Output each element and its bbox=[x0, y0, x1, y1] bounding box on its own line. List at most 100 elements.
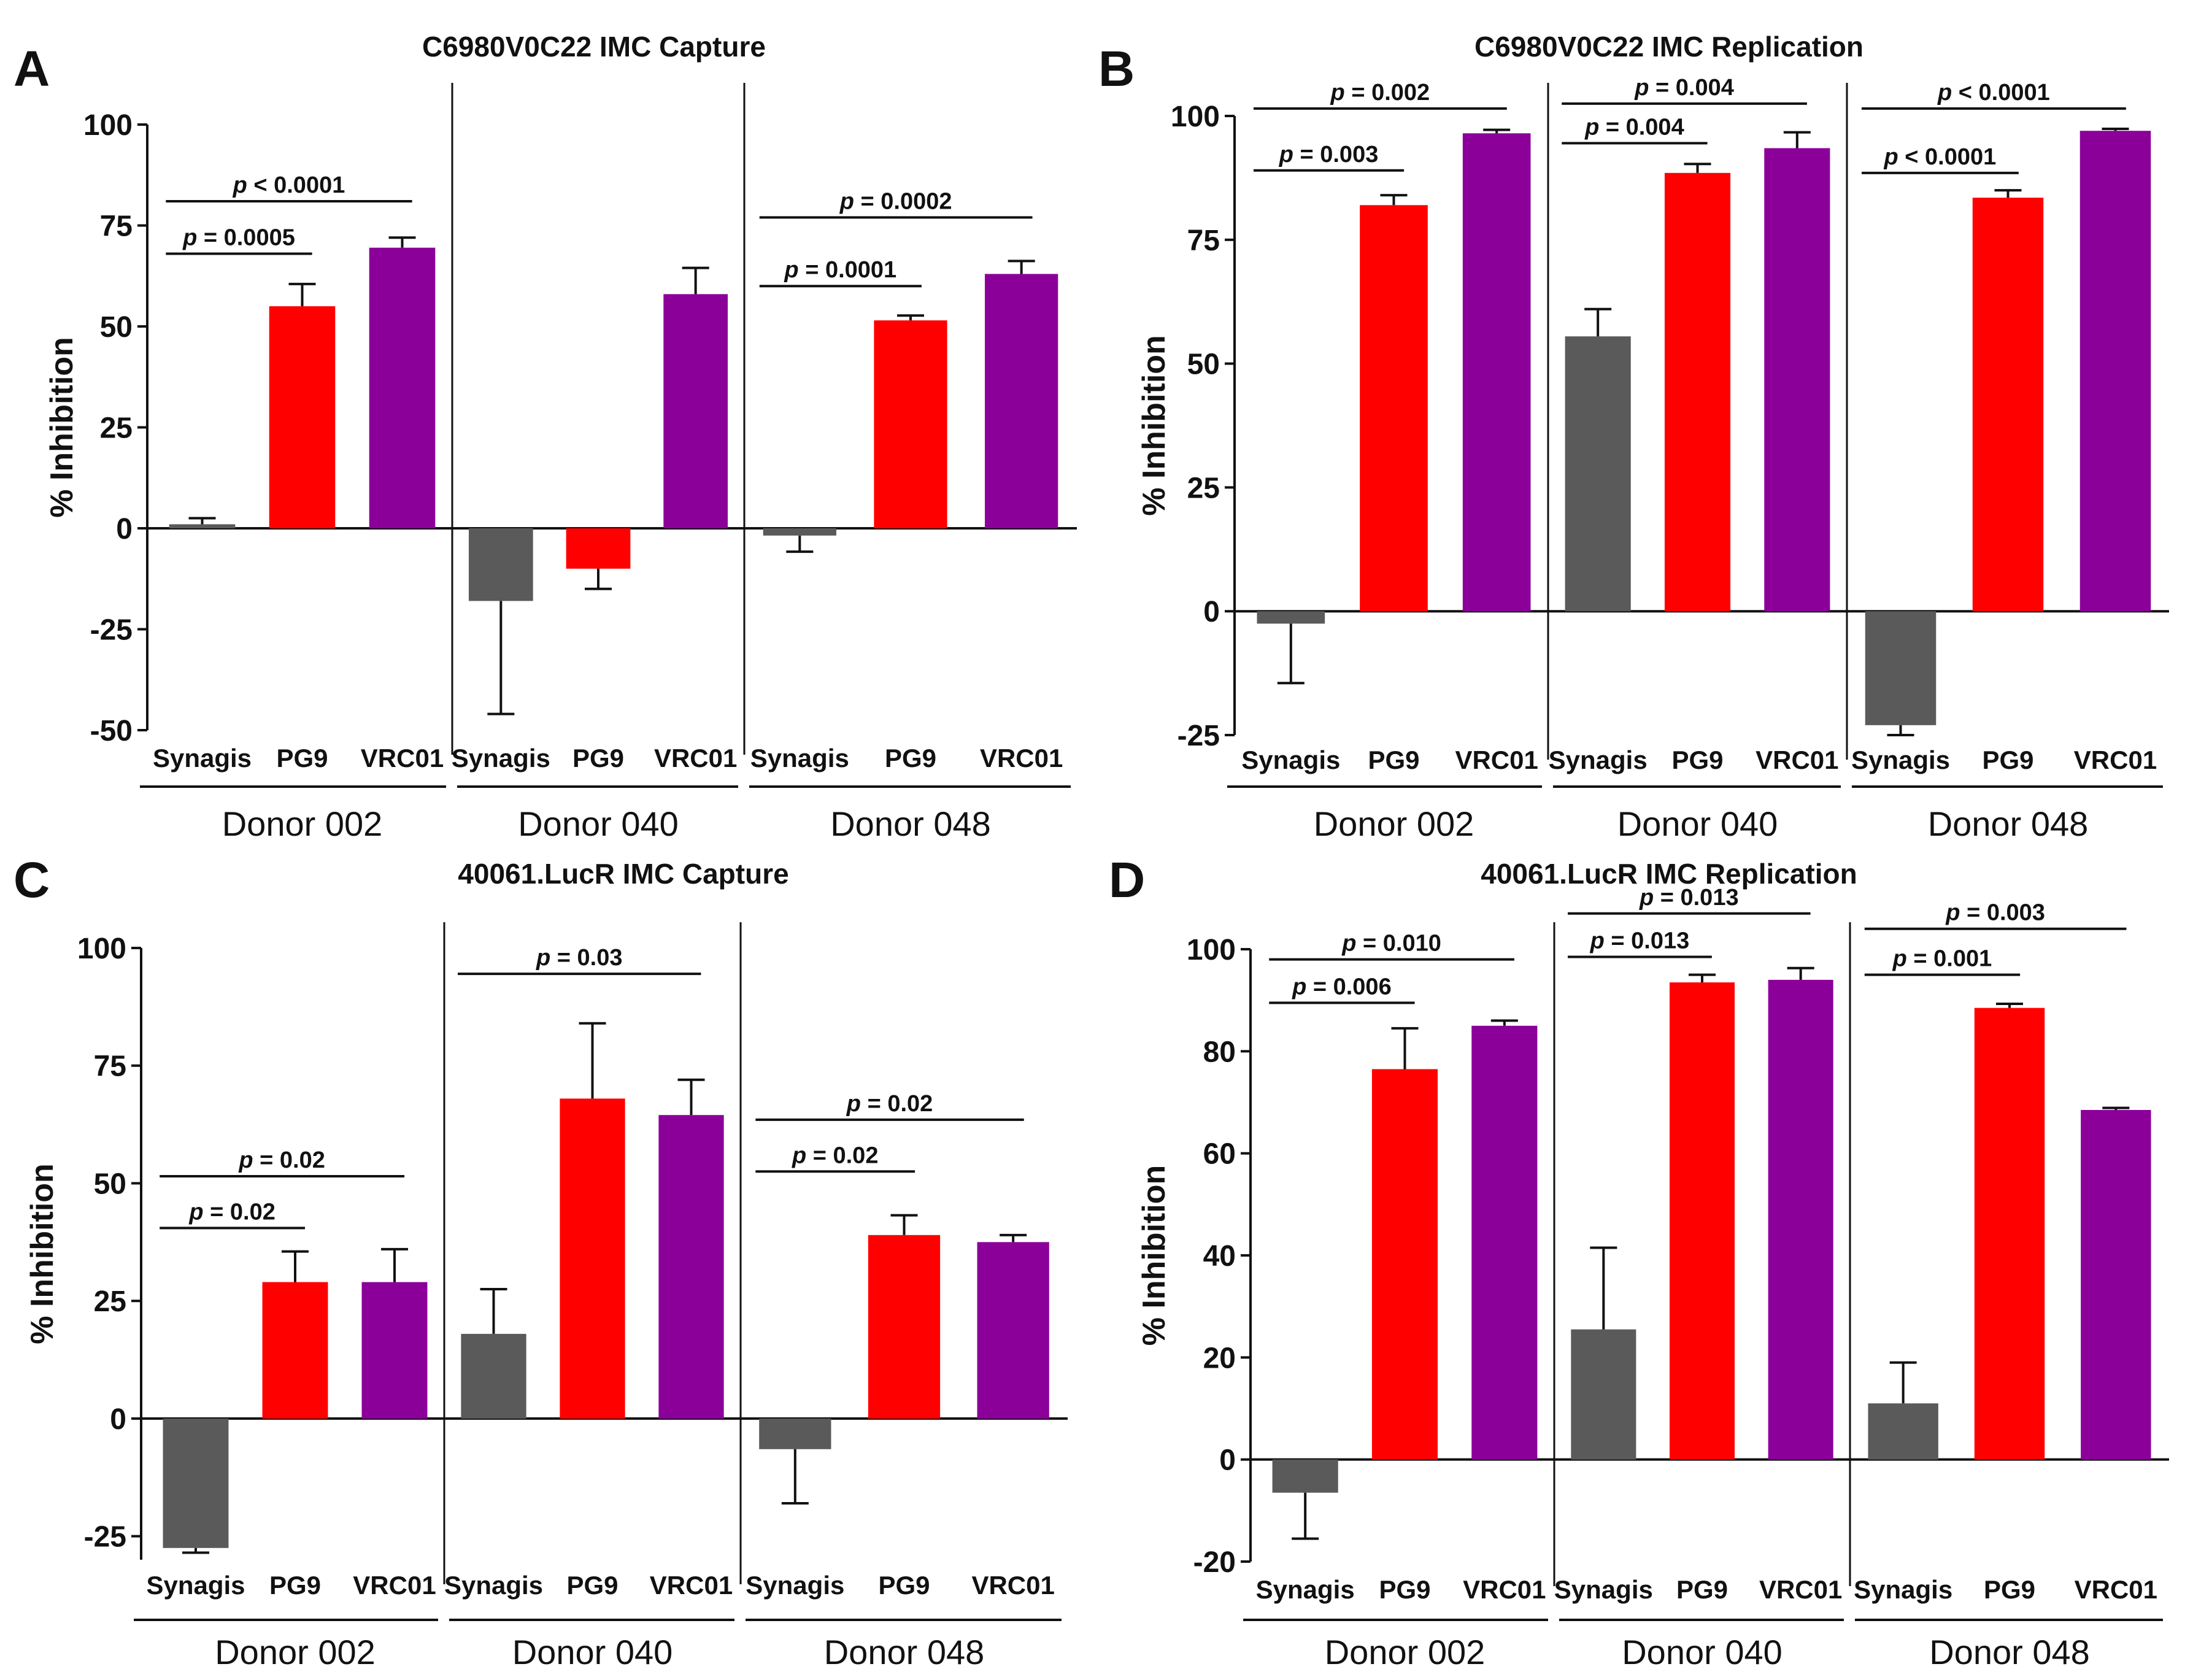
p-value-label: p = 0.002 bbox=[1330, 80, 1430, 106]
category-label: Synagis bbox=[750, 744, 849, 773]
category-label: VRC01 bbox=[2075, 1575, 2157, 1604]
p-value: = 0.02 bbox=[253, 1147, 325, 1173]
category-label: VRC01 bbox=[1756, 746, 1838, 774]
bar-pg9 bbox=[269, 306, 336, 528]
bar-vrc01 bbox=[985, 274, 1058, 528]
bar-synagis bbox=[1868, 1403, 1938, 1460]
category-label: PG9 bbox=[878, 1571, 930, 1600]
p-symbol: p bbox=[1330, 80, 1345, 106]
p-value-label: p = 0.001 bbox=[1892, 946, 1992, 972]
bar-pg9 bbox=[874, 320, 947, 528]
p-value-label: p < 0.0001 bbox=[1884, 144, 1997, 170]
bar-vrc01 bbox=[663, 294, 728, 528]
bar-pg9 bbox=[566, 528, 631, 569]
category-label: VRC01 bbox=[353, 1571, 436, 1600]
p-symbol: p bbox=[238, 1147, 253, 1173]
p-value-label: p = 0.010 bbox=[1341, 931, 1441, 957]
category-label: VRC01 bbox=[971, 1571, 1054, 1600]
p-value: = 0.02 bbox=[806, 1142, 878, 1168]
bar-vrc01 bbox=[369, 247, 436, 528]
p-value: < 0.0001 bbox=[247, 172, 345, 198]
category-label: Synagis bbox=[746, 1571, 844, 1600]
p-value-label: p = 0.003 bbox=[1945, 900, 2045, 926]
chart-title: 40061.LucR IMC Replication bbox=[1481, 858, 1857, 890]
bar-vrc01 bbox=[2079, 131, 2151, 612]
p-value-label: p = 0.0002 bbox=[839, 188, 952, 214]
y-tick-label: 0 bbox=[110, 1403, 126, 1436]
donor-label: Donor 040 bbox=[512, 1633, 673, 1671]
p-value-label: p < 0.0001 bbox=[1937, 80, 2050, 106]
p-value: = 0.003 bbox=[1960, 900, 2045, 926]
y-tick-label: 75 bbox=[1187, 225, 1220, 257]
category-label: Synagis bbox=[1549, 746, 1648, 774]
p-value-label: p = 0.0005 bbox=[182, 225, 295, 251]
y-tick-label: 25 bbox=[94, 1285, 126, 1318]
p-symbol: p bbox=[839, 188, 854, 214]
p-symbol: p bbox=[792, 1142, 806, 1168]
p-symbol: p bbox=[536, 945, 550, 971]
panel-C: C 40061.LucR IMC Capture -25 0 25 50 75 100 % In… bbox=[13, 852, 1068, 1671]
p-symbol: p bbox=[784, 257, 798, 283]
y-axis-label: % Inhibition bbox=[25, 1163, 60, 1344]
category-label: VRC01 bbox=[654, 744, 737, 773]
bar-vrc01 bbox=[658, 1115, 724, 1419]
p-value: = 0.013 bbox=[1654, 885, 1738, 911]
category-label: VRC01 bbox=[980, 744, 1063, 773]
p-value: = 0.0005 bbox=[197, 225, 295, 251]
y-tick-label: 100 bbox=[77, 933, 126, 965]
p-value-label: p = 0.02 bbox=[238, 1147, 325, 1173]
y-tick-label: 0 bbox=[1203, 596, 1220, 628]
p-symbol: p bbox=[846, 1091, 861, 1117]
category-label: VRC01 bbox=[2074, 746, 2157, 774]
p-value-label: p = 0.013 bbox=[1639, 885, 1739, 911]
p-value: = 0.004 bbox=[1649, 75, 1733, 101]
p-value-label: p = 0.03 bbox=[536, 945, 622, 971]
bar-pg9 bbox=[1664, 172, 1731, 612]
bar-synagis bbox=[468, 528, 533, 601]
category-label: PG9 bbox=[1676, 1575, 1728, 1604]
category-label: PG9 bbox=[566, 1571, 618, 1600]
p-symbol: p bbox=[1590, 928, 1605, 954]
category-label: PG9 bbox=[1671, 746, 1723, 774]
bar-synagis bbox=[1257, 611, 1325, 624]
p-value-label: p = 0.0001 bbox=[784, 257, 896, 283]
category-label: VRC01 bbox=[1759, 1575, 1842, 1604]
p-symbol: p bbox=[1279, 142, 1293, 168]
p-value: = 0.003 bbox=[1293, 142, 1378, 168]
p-value-label: p = 0.02 bbox=[792, 1142, 878, 1168]
bar-pg9 bbox=[1972, 198, 2044, 612]
p-symbol: p bbox=[1341, 931, 1356, 957]
category-label: PG9 bbox=[1984, 1575, 2035, 1604]
p-symbol: p bbox=[1937, 80, 1952, 106]
bar-synagis bbox=[763, 528, 836, 536]
y-tick-label: 60 bbox=[1203, 1138, 1236, 1171]
category-label: Synagis bbox=[452, 744, 550, 773]
p-value: = 0.03 bbox=[550, 945, 622, 971]
bar-vrc01 bbox=[1462, 133, 1531, 612]
p-value: = 0.006 bbox=[1306, 974, 1391, 1000]
y-tick-label: 25 bbox=[1187, 472, 1220, 504]
panel-letter: D bbox=[1109, 852, 1145, 908]
p-value-label: p = 0.02 bbox=[846, 1091, 933, 1117]
category-label: PG9 bbox=[276, 744, 328, 773]
donor-group: Synagis PG9 VRC01 Donor 040 p = 0.03 bbox=[444, 945, 734, 1671]
p-value: = 0.02 bbox=[861, 1091, 933, 1117]
y-tick-label: 100 bbox=[1187, 934, 1236, 966]
donor-label: Donor 002 bbox=[1325, 1633, 1486, 1671]
donor-label: Donor 048 bbox=[1928, 804, 2089, 843]
p-value-label: p < 0.0001 bbox=[233, 172, 345, 198]
y-tick-label: 50 bbox=[1187, 349, 1220, 381]
category-label: Synagis bbox=[1854, 1575, 1952, 1604]
bar-synagis bbox=[169, 524, 236, 528]
p-symbol: p bbox=[1884, 144, 1898, 170]
y-tick-label: -25 bbox=[84, 1521, 126, 1554]
donor-group: Synagis PG9 VRC01 Donor 040 bbox=[452, 266, 738, 843]
y-tick-label: 50 bbox=[94, 1168, 126, 1200]
bar-pg9 bbox=[560, 1098, 625, 1419]
chart-title: 40061.LucR IMC Capture bbox=[458, 858, 788, 890]
